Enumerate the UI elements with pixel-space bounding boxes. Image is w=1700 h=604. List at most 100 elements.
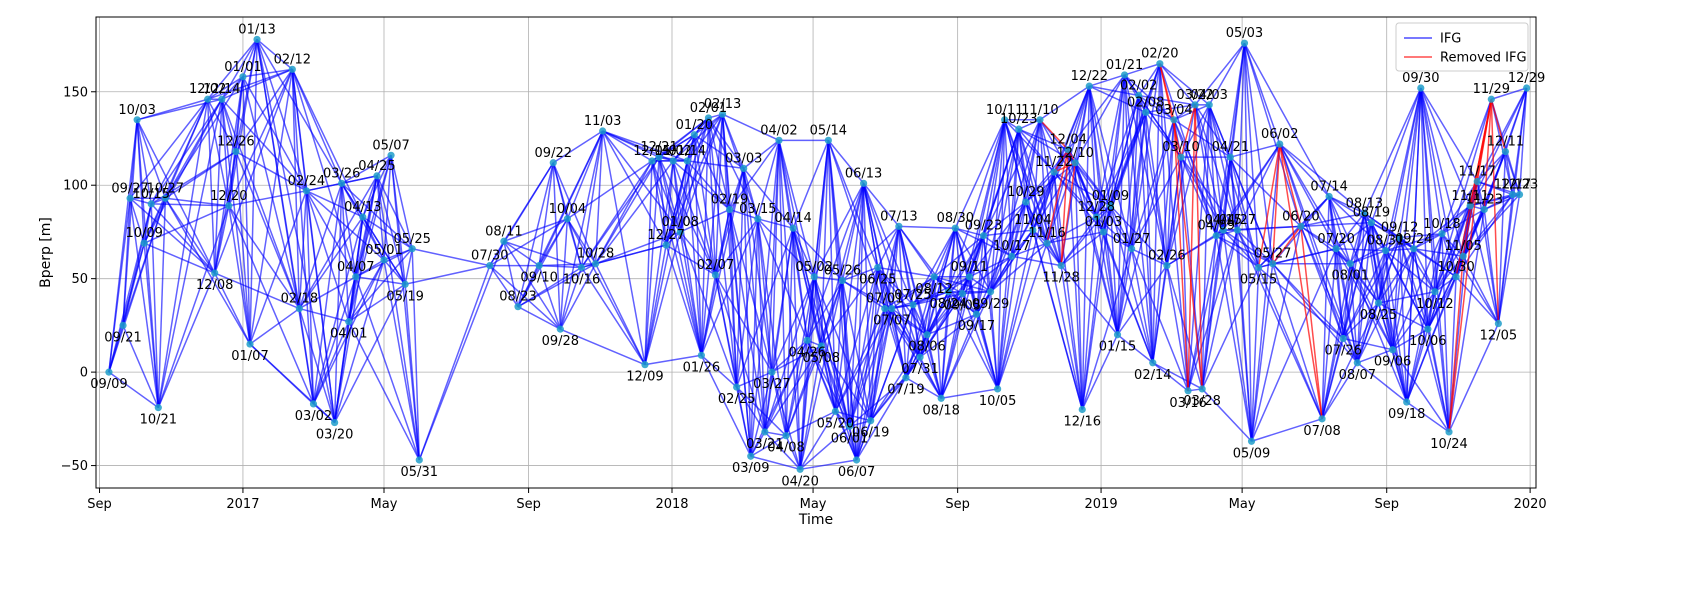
acquisition-date-label: 12/09 [626, 370, 663, 385]
acquisition-date-label: 12/05 [1480, 329, 1517, 344]
ifg-edge [785, 435, 801, 470]
acquisition-date-label: 06/07 [838, 465, 875, 480]
ifg-edge [418, 241, 505, 461]
x-tick-label: 2018 [655, 497, 688, 512]
acquisition-point [1156, 60, 1164, 68]
ifg-edge [736, 386, 766, 433]
acquisition-point [1029, 226, 1037, 234]
acquisition-point [126, 194, 134, 202]
acquisition-point [810, 273, 818, 281]
ifg-edge [1081, 216, 1098, 410]
acquisition-point [1396, 233, 1404, 242]
acquisition-date-label: 10/04 [549, 202, 586, 217]
ifg-edge [129, 198, 160, 408]
acquisition-date-label: 12/27 [647, 228, 684, 243]
ifg-edge [1081, 86, 1091, 410]
acquisition-point [1522, 84, 1531, 92]
acquisition-point [1008, 252, 1016, 260]
acquisition-point [486, 261, 494, 270]
acquisition-date-label: 08/11 [485, 224, 522, 239]
ifg-edge [503, 241, 519, 307]
acquisition-date-label: 03/16 [1169, 396, 1206, 411]
acquisition-date-label: 03/10 [1162, 140, 1199, 155]
ifg-edge [1173, 119, 1217, 236]
ifg-edge [1236, 230, 1253, 442]
ifg-edge [602, 130, 653, 162]
acquisition-point [133, 116, 141, 124]
ifg-edge [1159, 63, 1168, 266]
ifg-edge [778, 140, 787, 436]
acquisition-date-label: 06/13 [845, 166, 882, 181]
acquisition-point [1071, 159, 1079, 167]
ifg-edge [1230, 143, 1280, 158]
ifg-edge [968, 119, 1006, 277]
acquisition-point [747, 452, 755, 460]
acquisition-point [563, 215, 571, 223]
ifg-edge [1504, 151, 1521, 195]
acquisition-date-label: 03/28 [1183, 394, 1220, 409]
ifg-edge [143, 243, 160, 408]
ifg-edge [799, 410, 837, 470]
ifg-edge [129, 198, 145, 244]
ifg-edge [355, 216, 364, 277]
acquisition-point [1163, 261, 1171, 270]
ifg-edge [1089, 74, 1125, 87]
ifg-edge [926, 276, 935, 335]
acquisition-point [1240, 39, 1249, 47]
acquisition-point [718, 110, 727, 118]
acquisition-date-label: 09/28 [542, 334, 579, 349]
acquisition-date-label: 10/11 [986, 103, 1023, 118]
ifg-edge [1201, 157, 1232, 390]
acquisition-point [761, 428, 769, 436]
acquisition-point [1099, 228, 1108, 236]
ifg-edge [785, 228, 794, 436]
acquisition-date-label: 02/12 [274, 52, 311, 67]
removed-ifg-edge [1173, 119, 1189, 391]
y-tick-label: 100 [63, 179, 88, 194]
ifg-edge [1412, 87, 1422, 249]
acquisition-date-label: 05/27 [1254, 247, 1291, 262]
acquisition-date-label: 12/29 [1508, 71, 1545, 86]
ifg-edge [1229, 156, 1274, 264]
ifg-edge [693, 117, 710, 136]
ifg-edge [983, 235, 1013, 257]
acquisition-point [1508, 190, 1517, 199]
acquisition-point [1410, 245, 1418, 253]
ifg-edge [750, 455, 801, 471]
acquisition-date-label: 03/21 [746, 437, 783, 452]
ifg-edge [707, 117, 717, 275]
acquisition-date-label: 05/07 [372, 138, 409, 153]
ifg-edge [1321, 213, 1366, 419]
ifg-edge [1039, 119, 1055, 173]
acquisition-point [1494, 319, 1502, 328]
ifg-edge [764, 345, 822, 433]
ifg-edge [235, 150, 307, 192]
ifg-edge [1010, 119, 1041, 257]
ifg-edge [1349, 236, 1400, 265]
ifg-edge [1046, 172, 1055, 244]
ifg-edge [1229, 156, 1302, 227]
acquisition-date-label: 01/01 [224, 60, 261, 75]
ifg-edge [489, 218, 568, 267]
ifg-edge [891, 308, 907, 378]
ifg-edge [742, 168, 752, 457]
acquisition-point [1501, 147, 1510, 156]
ifg-edge [390, 155, 413, 249]
acquisition-date-label: 12/16 [1064, 415, 1101, 430]
ifg-edge [1123, 74, 1168, 266]
ifg-edge [1243, 42, 1302, 227]
ifg-edge [1088, 86, 1098, 218]
ifg-edge [1497, 194, 1521, 324]
ifg-edge [1060, 231, 1104, 267]
ifg-edge [143, 242, 216, 274]
ifg-edge [827, 140, 879, 268]
ifg-edge [355, 155, 392, 278]
acquisition-point [1212, 232, 1220, 240]
ifg-edge [1434, 276, 1457, 293]
ifg-edge [926, 313, 977, 336]
acquisition-date-label: 07/08 [1303, 424, 1340, 439]
ifg-edge [757, 218, 766, 432]
ifg-edge [1384, 250, 1429, 330]
acquisition-date-label: 07/26 [1324, 343, 1361, 358]
ifg-edge [750, 435, 787, 457]
